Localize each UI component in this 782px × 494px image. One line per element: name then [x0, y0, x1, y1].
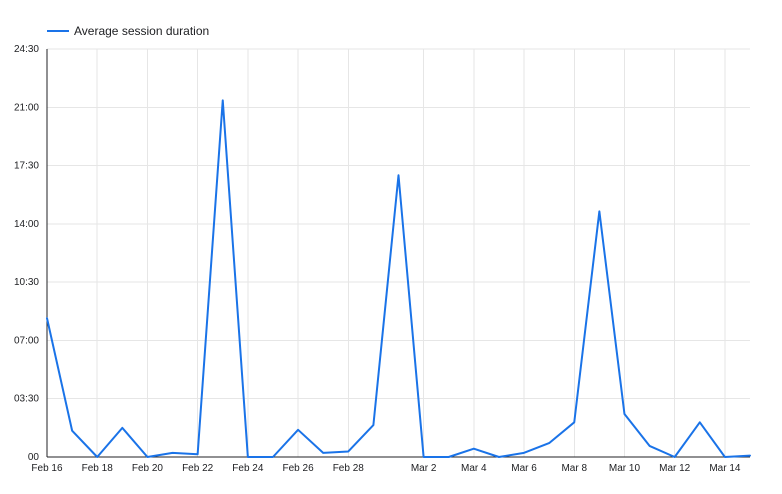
- x-tick-label: Mar 8: [561, 463, 587, 474]
- x-tick-label: Mar 4: [461, 463, 487, 474]
- x-tick-label: Mar 12: [659, 463, 691, 474]
- y-tick-label: 07:00: [14, 335, 39, 346]
- x-tick-label: Feb 18: [82, 463, 114, 474]
- x-tick-label: Mar 10: [609, 463, 641, 474]
- x-tick-label: Feb 20: [132, 463, 164, 474]
- x-tick-label: Mar 14: [709, 463, 741, 474]
- y-tick-label: 00: [28, 452, 40, 463]
- legend: Average session duration: [47, 24, 209, 38]
- x-tick-label: Feb 24: [232, 463, 264, 474]
- y-tick-label: 24:30: [14, 44, 39, 55]
- series-layer: [46, 99, 751, 458]
- y-tick-label: 03:30: [14, 394, 39, 405]
- x-tick-label: Mar 2: [411, 463, 437, 474]
- x-tick-label: Feb 28: [333, 463, 365, 474]
- grid: [46, 48, 750, 458]
- y-tick-label: 14:00: [14, 219, 39, 230]
- x-tick-label: Feb 22: [182, 463, 214, 474]
- tick-labels: 00 03:30 07:00 10:30 14:00 17:30 21:00 24:30 Feb…: [14, 44, 741, 474]
- legend-label: Average session duration: [74, 24, 209, 38]
- x-tick-label: Feb 26: [283, 463, 315, 474]
- x-tick-label: Feb 16: [31, 463, 63, 474]
- series-line-average-session-duration: [46, 99, 751, 458]
- y-tick-label: 10:30: [14, 277, 39, 288]
- y-tick-label: 21:00: [14, 102, 39, 113]
- axes: [46, 49, 750, 458]
- x-tick-label: Mar 6: [511, 463, 537, 474]
- y-tick-label: 17:30: [14, 161, 39, 172]
